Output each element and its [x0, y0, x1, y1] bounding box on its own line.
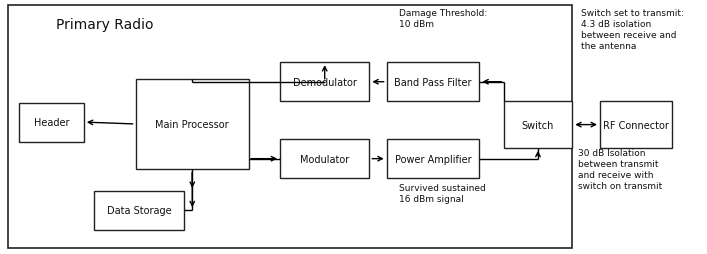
Text: Switch: Switch [522, 120, 554, 130]
Text: 30 dB Isolation
between transmit
and receive with
switch on transmit: 30 dB Isolation between transmit and rec… [578, 148, 662, 190]
Bar [387, 63, 479, 102]
Bar [8, 6, 573, 248]
Bar [280, 139, 370, 179]
Bar [503, 102, 573, 148]
Bar [18, 103, 84, 142]
Text: Damage Threshold:
10 dBm: Damage Threshold: 10 dBm [399, 9, 487, 29]
Bar [94, 191, 184, 230]
Text: Header: Header [33, 118, 69, 128]
Text: Data Storage: Data Storage [107, 205, 171, 215]
Text: Demodulator: Demodulator [293, 77, 356, 87]
Bar [600, 102, 672, 148]
Text: RF Connector: RF Connector [603, 120, 669, 130]
Bar [280, 63, 370, 102]
Text: Main Processor: Main Processor [156, 120, 229, 130]
Text: Primary Radio: Primary Radio [57, 18, 154, 32]
Text: Switch set to transmit:
4.3 dB isolation
between receive and
the antenna: Switch set to transmit: 4.3 dB isolation… [580, 9, 684, 51]
Text: Band Pass Filter: Band Pass Filter [395, 77, 472, 87]
Bar [136, 79, 249, 170]
Text: Power Amplifier: Power Amplifier [395, 154, 472, 164]
Text: Survived sustained
16 dBm signal: Survived sustained 16 dBm signal [399, 184, 486, 203]
Text: Modulator: Modulator [300, 154, 349, 164]
Bar [387, 139, 479, 179]
